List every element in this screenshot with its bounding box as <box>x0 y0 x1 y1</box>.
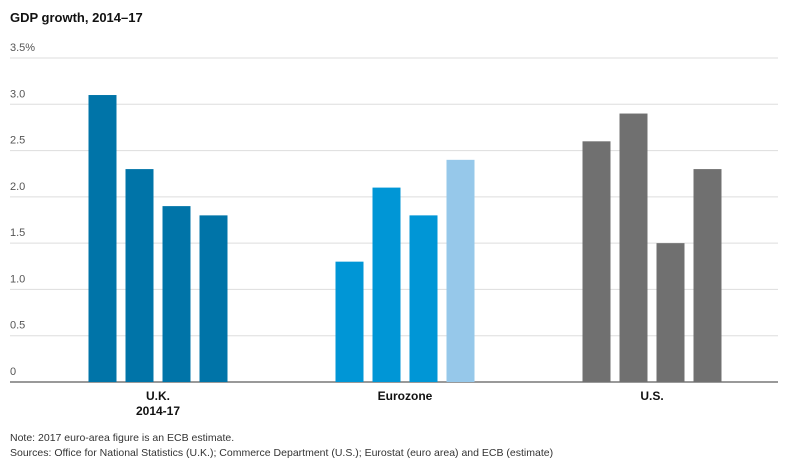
bar <box>656 243 685 382</box>
bar <box>619 113 648 383</box>
x-tick-label: U.S. <box>640 389 663 403</box>
bar <box>446 159 475 382</box>
x-tick-label: Eurozone <box>378 389 433 403</box>
bar <box>693 169 722 382</box>
y-tick-label: 1.0 <box>10 273 25 285</box>
bar <box>162 206 191 382</box>
bar <box>199 215 228 382</box>
y-tick-label: 1.5 <box>10 227 25 239</box>
chart-title: GDP growth, 2014–17 <box>10 10 143 25</box>
y-tick-label: 3.5% <box>10 42 35 54</box>
bar <box>125 169 154 382</box>
bar <box>582 141 611 382</box>
y-tick-label: 2.0 <box>10 181 25 193</box>
note: Note: 2017 euro-area figure is an ECB es… <box>10 432 234 444</box>
bar <box>335 261 364 382</box>
y-tick-label: 0.5 <box>10 320 25 332</box>
x-tick-label: U.K. <box>146 389 170 403</box>
bar <box>372 187 401 382</box>
y-tick-label: 0 <box>10 366 16 378</box>
source: Sources: Office for National Statistics … <box>10 447 553 459</box>
x-tick-sublabel: 2014-17 <box>136 404 180 418</box>
bar <box>88 95 117 383</box>
bar <box>409 215 438 382</box>
y-tick-label: 3.0 <box>10 88 25 100</box>
y-tick-label: 2.5 <box>10 135 25 147</box>
